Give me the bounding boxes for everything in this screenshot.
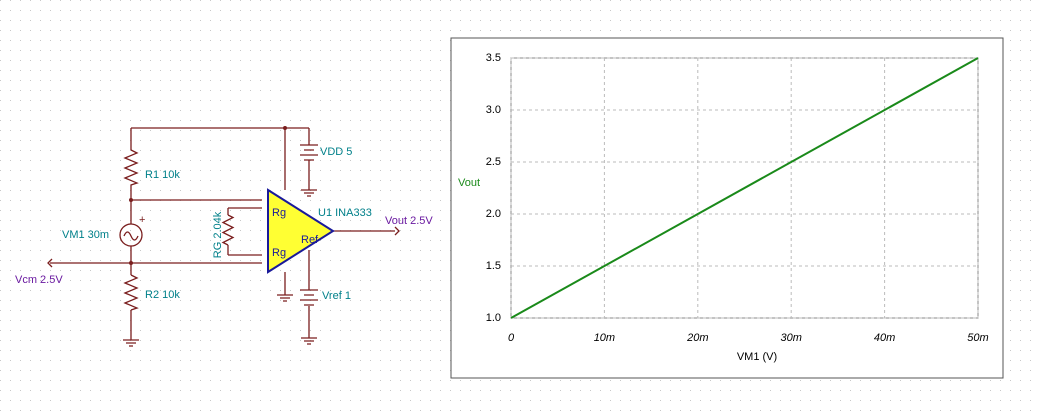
x-tick-label: 10m bbox=[594, 332, 615, 344]
component-label: Vref 1 bbox=[322, 290, 351, 302]
x-tick-label: 0 bbox=[508, 332, 515, 344]
component-label: U1 INA333 bbox=[318, 207, 372, 219]
pin-label: Ref bbox=[301, 234, 319, 246]
y-tick-label: 1.5 bbox=[486, 260, 501, 272]
signal-label: Vout 2.5V bbox=[385, 215, 433, 227]
component-label: RG 2.04k bbox=[212, 211, 224, 258]
schematic: Rg Rg Ref R1 10k R2 10k VM1 30m + RG 2.0… bbox=[15, 126, 433, 347]
x-tick-label: 30m bbox=[780, 332, 801, 344]
x-tick-label: 20m bbox=[686, 332, 708, 344]
y-axis-label: Vout bbox=[458, 177, 480, 189]
polarity: + bbox=[139, 214, 145, 226]
y-tick-label: 1.0 bbox=[486, 312, 501, 324]
line-series bbox=[510, 57, 979, 319]
y-tick-label: 3.5 bbox=[486, 52, 501, 64]
y-tick-label: 3.0 bbox=[486, 104, 501, 116]
pin-label: Rg bbox=[272, 207, 286, 219]
component-label: R1 10k bbox=[145, 169, 180, 181]
signal-label: Vcm 2.5V bbox=[15, 274, 63, 286]
component-label: VM1 30m bbox=[62, 229, 109, 241]
component-label: VDD 5 bbox=[320, 146, 352, 158]
x-tick-label: 40m bbox=[874, 332, 895, 344]
y-tick-label: 2.0 bbox=[486, 208, 501, 220]
x-axis-label: VM1 (V) bbox=[737, 351, 777, 363]
y-tick-label: 2.5 bbox=[486, 156, 501, 168]
plot-area bbox=[510, 57, 979, 319]
x-tick-label: 50m bbox=[967, 332, 988, 344]
chart-frame bbox=[450, 37, 1004, 379]
component-label: R2 10k bbox=[145, 289, 180, 301]
pin-label: Rg bbox=[272, 247, 286, 259]
